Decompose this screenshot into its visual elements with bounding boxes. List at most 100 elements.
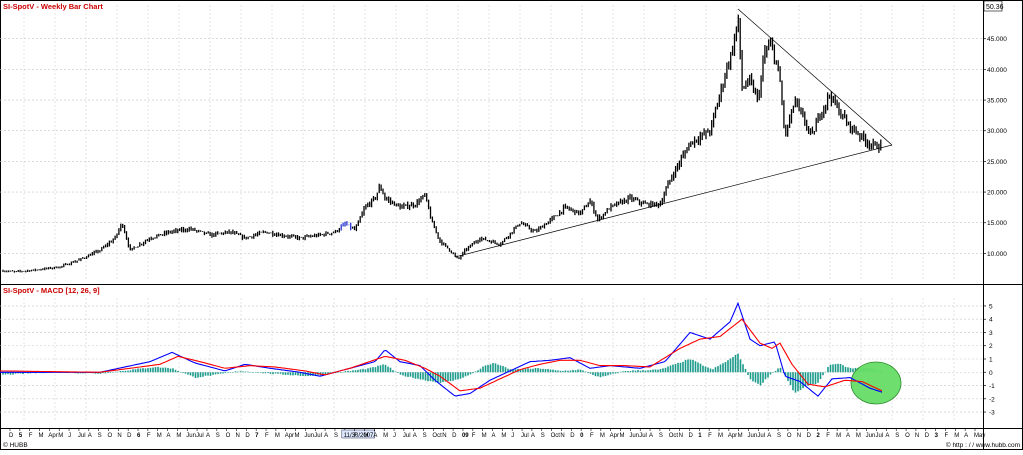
histogram-bar	[767, 372, 769, 378]
histogram-bar	[492, 363, 494, 373]
histogram-bar	[664, 367, 667, 373]
histogram-bar	[557, 370, 559, 373]
histogram-bar	[304, 372, 307, 377]
histogram-bar	[519, 369, 522, 373]
histogram-bar	[812, 372, 814, 385]
histogram-bar	[549, 369, 552, 373]
histogram-bar	[409, 372, 412, 377]
histogram-bar	[324, 372, 327, 375]
date-label: Jun	[866, 433, 876, 439]
histogram-bar	[192, 372, 194, 377]
date-label: S	[216, 433, 220, 439]
histogram-bar	[747, 372, 749, 375]
histogram-bar	[179, 371, 182, 373]
histogram-bar	[732, 357, 734, 373]
histogram-bar	[337, 372, 339, 373]
histogram-bar	[759, 372, 762, 386]
histogram-bar	[799, 372, 802, 391]
date-label: Jul	[196, 433, 204, 439]
histogram-bar	[407, 372, 409, 377]
macd-lines	[0, 301, 883, 397]
histogram-bar	[22, 372, 24, 375]
histogram-bar	[662, 368, 664, 373]
histogram-bar	[292, 372, 294, 376]
histogram-bar	[797, 372, 799, 392]
histogram-bar	[737, 353, 739, 373]
histogram-bar	[352, 370, 354, 373]
histogram-bar	[444, 372, 447, 382]
histogram-bar	[459, 372, 462, 379]
histogram-bar	[574, 370, 577, 373]
date-label: S	[541, 433, 545, 439]
histogram-bar	[399, 372, 402, 375]
date-label: Jun	[186, 433, 196, 439]
histogram-bar	[602, 372, 604, 377]
date-label: A	[206, 433, 210, 439]
histogram-bar	[19, 372, 22, 374]
histogram-bar	[164, 367, 167, 373]
histogram-bar	[432, 372, 434, 382]
histogram-bar	[334, 372, 337, 374]
histogram-bar	[727, 360, 729, 373]
histogram-bar	[707, 367, 709, 373]
price-tick-label: 30.000	[987, 128, 1007, 135]
histogram-bar	[534, 368, 537, 373]
histogram-bar	[697, 362, 699, 373]
date-label: A	[531, 433, 535, 439]
date-label: J	[68, 433, 71, 439]
histogram-bar	[119, 370, 122, 373]
macd-tick-label: 5	[989, 303, 993, 310]
histogram-bar	[729, 358, 732, 373]
date-label: Jul	[757, 433, 765, 439]
histogram-bar	[14, 372, 17, 374]
histogram-bar	[297, 372, 299, 376]
histogram-bar	[674, 364, 677, 373]
histogram-bar	[392, 370, 394, 373]
histogram-bar	[589, 372, 592, 374]
histogram-bar	[614, 372, 617, 374]
histogram-bar	[567, 370, 569, 373]
date-label: A	[373, 433, 377, 439]
histogram-bar	[464, 372, 467, 377]
histogram-bar	[437, 372, 439, 384]
histogram-bar	[647, 370, 649, 373]
macd-tick-label: -2	[989, 396, 995, 403]
histogram-bar	[542, 368, 544, 373]
histogram-bar	[609, 372, 612, 375]
histogram-bar	[342, 372, 344, 373]
histogram-bar	[787, 372, 789, 381]
histogram-bar	[447, 372, 449, 382]
date-label: 1	[698, 433, 702, 439]
date-label: Apr	[48, 433, 57, 439]
histogram-bar	[514, 369, 517, 373]
histogram-bar	[439, 372, 442, 383]
histogram-bar	[527, 368, 529, 373]
histogram-bar	[412, 372, 414, 378]
histogram-bar	[757, 372, 759, 384]
histogram-bar	[322, 372, 324, 375]
histogram-bar	[649, 370, 652, 373]
histogram-bar	[724, 361, 727, 373]
last-value-box	[983, 0, 1003, 12]
histogram-bar	[2, 372, 4, 375]
histogram-bar	[272, 372, 274, 375]
histogram-bar	[349, 371, 352, 373]
histogram-bar	[202, 372, 204, 377]
histogram-bar	[252, 372, 254, 373]
histogram-bar	[394, 371, 397, 373]
histogram-bar	[457, 372, 459, 380]
histogram-bar	[122, 370, 124, 373]
histogram-bar	[774, 370, 777, 373]
histogram-bar	[374, 367, 377, 373]
histogram-bar	[572, 369, 574, 373]
date-label: J	[511, 433, 514, 439]
histogram-bar	[624, 370, 627, 373]
date-label: N	[679, 433, 683, 439]
date-label: M	[363, 433, 368, 439]
histogram-bar	[472, 372, 474, 374]
histogram-bar	[849, 367, 852, 373]
histogram-bar	[832, 364, 834, 373]
histogram-bar	[684, 360, 687, 373]
price-tick-label: 45.000	[987, 36, 1007, 43]
histogram-bar	[424, 372, 427, 381]
